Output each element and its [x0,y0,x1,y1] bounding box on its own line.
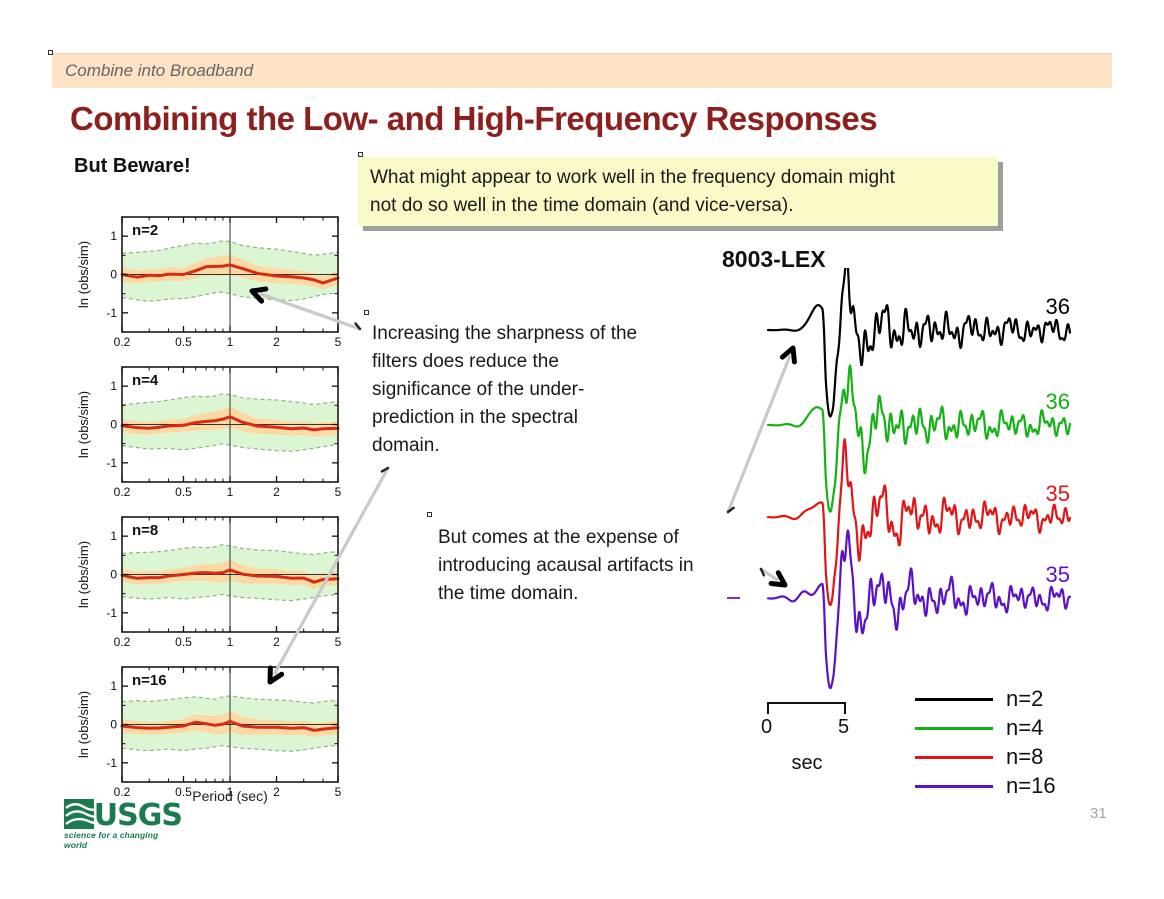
legend-row-n4: n=4 [915,715,1056,740]
legend-label-n2: n=2 [1006,686,1044,711]
svg-text:35: 35 [1046,562,1070,587]
station-title: 8003-LEX [722,246,826,272]
svg-text:5: 5 [335,485,342,499]
svg-text:0: 0 [110,418,117,432]
scalebar-unit: sec [791,752,823,774]
spectral-panel-n4: 0.2 0.5 1 2 5 -1 0 1 n=4 ln (obs/sim) [76,366,342,499]
svg-text:n=2: n=2 [132,222,158,239]
usgs-logo: USGS science for a changing world [64,798,183,850]
svg-text:36: 36 [1046,294,1070,319]
svg-text:2: 2 [273,485,280,499]
svg-text:2: 2 [273,635,280,649]
svg-text:-1: -1 [106,306,117,320]
svg-text:36: 36 [1046,389,1070,414]
page-number: 31 [1090,805,1107,822]
legend-row-n16: n=16 [915,773,1056,798]
usgs-tagline: science for a changing world [64,830,159,850]
svg-text:ln (obs/sim): ln (obs/sim) [76,541,91,608]
seismogram-traces: 36 36 35 35 [766,268,1072,690]
legend-label-n4: n=4 [1006,715,1044,740]
scalebar-end: 5 [838,716,850,738]
svg-text:0.5: 0.5 [175,635,192,649]
svg-text:5: 5 [335,335,342,349]
note-time-domain: But comes at the expense of introducing … [438,527,694,604]
legend-line-n16 [915,784,993,788]
spectral-panel-n2: 0.2 0.5 1 2 5 -1 0 1 n=2 ln (obs/sim) [76,216,342,349]
svg-text:1: 1 [227,485,234,499]
svg-text:n=4: n=4 [132,372,159,389]
svg-text:1: 1 [110,379,117,393]
svg-text:5: 5 [335,635,342,649]
svg-text:1: 1 [227,785,234,799]
usgs-wordmark: USGS [93,798,183,833]
svg-text:-1: -1 [106,456,117,470]
note-spectral-domain: Increasing the sharpness of the filters … [372,323,638,456]
svg-text:1: 1 [227,635,234,649]
legend-row-n8: n=8 [915,744,1056,769]
anchor-mark [48,50,53,55]
usgs-wave-icon [64,799,94,829]
svg-text:n=8: n=8 [132,522,158,539]
svg-text:-1: -1 [106,756,117,770]
svg-text:0.2: 0.2 [114,635,131,649]
anchor-mark [364,310,369,315]
svg-text:0: 0 [110,718,117,732]
anchor-mark [358,152,363,157]
svg-text:n=16: n=16 [132,672,167,689]
svg-text:0.2: 0.2 [114,785,131,799]
legend-label-n8: n=8 [1006,744,1044,769]
anchor-mark [427,512,432,517]
legend-label-n16: n=16 [1006,773,1056,798]
legend-line-n8 [915,755,993,759]
svg-text:1: 1 [110,679,117,693]
section-header-label: Combine into Broadband [65,61,254,80]
spectral-panel-n16: 0.2 0.5 1 2 5 -1 0 1 n=16 ln (obs/sim) [76,666,342,799]
spectral-panel-n8: 0.2 0.5 1 2 5 -1 0 1 n=8 ln (obs/sim) [76,516,342,649]
section-header-bar: Combine into Broadband [52,53,1112,88]
legend-row-n2: n=2 [915,686,1056,711]
legend-line-n2 [915,697,993,701]
callout-box: What might appear to work well in the fr… [358,157,998,227]
svg-text:1: 1 [227,335,234,349]
svg-text:0.5: 0.5 [175,485,192,499]
svg-text:1: 1 [110,229,117,243]
svg-text:2: 2 [273,785,280,799]
svg-text:0: 0 [110,568,117,582]
svg-text:0: 0 [110,268,117,282]
slide-title: Combining the Low- and High-Frequency Re… [70,100,878,137]
svg-text:0.2: 0.2 [114,485,131,499]
svg-text:1: 1 [110,529,117,543]
trace-legend: n=2 n=4 n=8 n=16 [915,686,1056,798]
scalebar-start: 0 [761,716,773,738]
svg-text:ln (obs/sim): ln (obs/sim) [76,241,91,308]
svg-text:-1: -1 [106,606,117,620]
svg-text:35: 35 [1046,481,1070,506]
svg-text:ln (obs/sim): ln (obs/sim) [76,691,91,758]
svg-text:0.5: 0.5 [175,335,192,349]
legend-line-n4 [915,726,993,730]
svg-text:2: 2 [273,335,280,349]
svg-text:0.5: 0.5 [175,785,192,799]
svg-text:0.2: 0.2 [114,335,131,349]
svg-text:5: 5 [335,785,342,799]
svg-text:ln (obs/sim): ln (obs/sim) [76,391,91,458]
x-axis-label: Period (sec) [192,788,268,804]
but-beware-label: But Beware! [74,155,191,177]
